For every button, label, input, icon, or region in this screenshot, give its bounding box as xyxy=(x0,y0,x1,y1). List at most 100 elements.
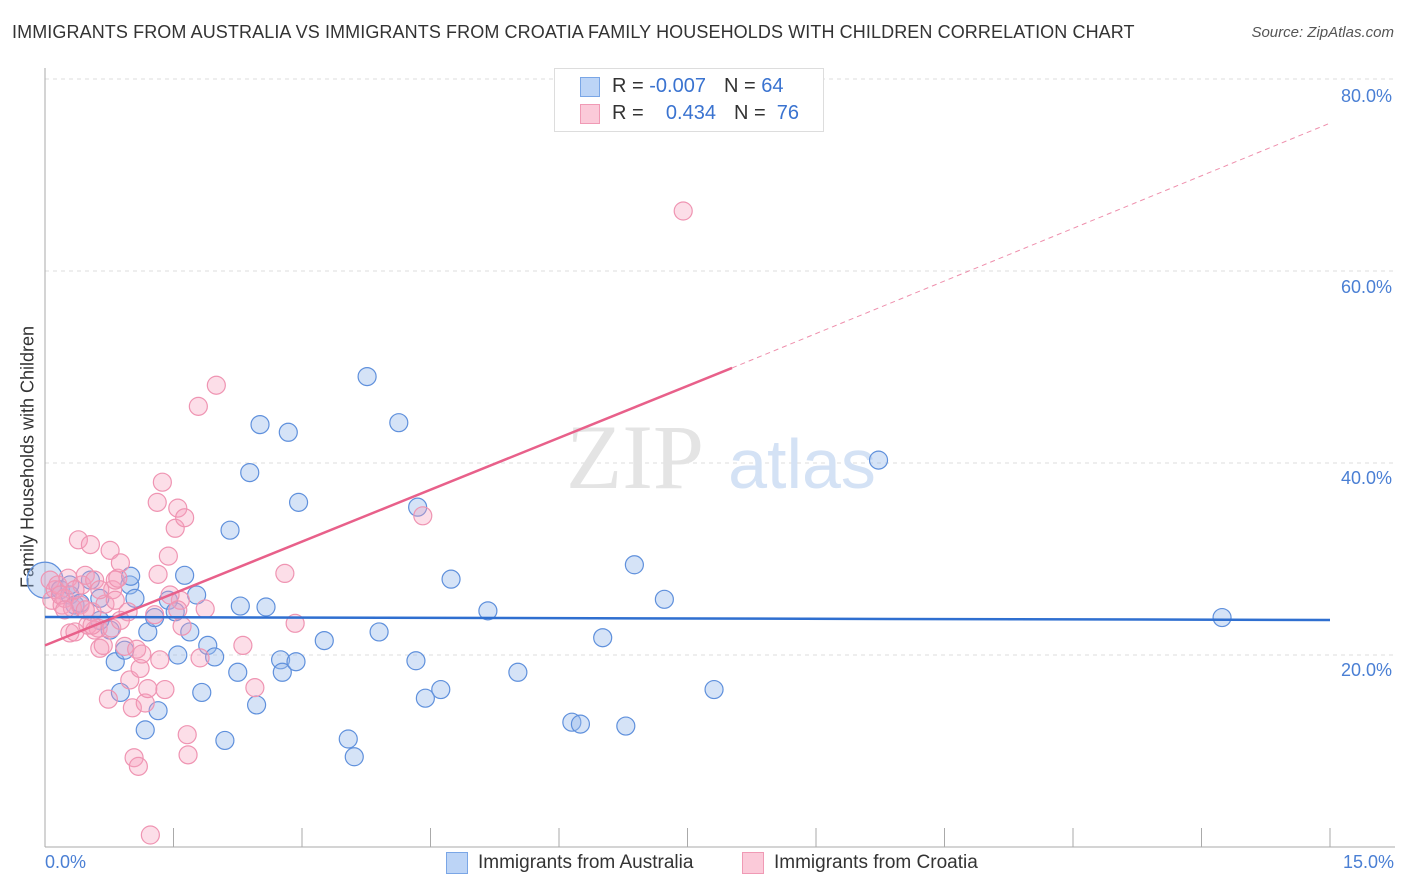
point-australia xyxy=(286,652,306,672)
point-australia xyxy=(868,450,889,470)
n-value: 64 xyxy=(761,75,784,97)
point-australia xyxy=(228,662,248,682)
bottom-legend-australia: Immigrants from Australia xyxy=(446,852,693,874)
point-australia xyxy=(357,367,377,387)
point-australia xyxy=(230,596,250,616)
point-australia xyxy=(192,682,212,703)
source-label: Source: ZipAtlas.com xyxy=(1251,24,1394,41)
point-croatia xyxy=(105,590,125,610)
point-croatia xyxy=(148,564,168,584)
x-tick-min: 0.0% xyxy=(45,852,87,872)
point-croatia xyxy=(195,599,215,619)
point-croatia xyxy=(233,635,253,656)
chart-title: IMMIGRANTS FROM AUSTRALIA VS IMMIGRANTS … xyxy=(12,22,1135,42)
point-croatia xyxy=(206,375,226,395)
point-croatia xyxy=(80,534,101,555)
point-australia xyxy=(256,597,276,617)
legend-row-croatia: R = 0.434 N = 76 xyxy=(580,102,799,125)
point-australia xyxy=(288,492,309,512)
point-croatia xyxy=(98,689,118,709)
point-croatia xyxy=(138,678,158,699)
point-australia xyxy=(389,413,409,433)
point-australia xyxy=(250,415,270,435)
legend-row-australia: R = -0.007 N = 64 xyxy=(580,75,783,98)
point-croatia xyxy=(152,472,172,492)
point-croatia xyxy=(128,756,148,776)
r-value: -0.007 xyxy=(649,75,706,97)
y-tick-40: 40.0% xyxy=(1340,468,1392,488)
legend-box: R = -0.007 N = 64 R = 0.434 N = 76 xyxy=(554,68,824,132)
r-label: R = xyxy=(612,75,644,97)
point-croatia xyxy=(177,725,197,745)
point-croatia xyxy=(55,600,75,620)
point-croatia xyxy=(65,580,85,600)
point-australia xyxy=(478,601,498,621)
legend-swatch-pink xyxy=(580,103,600,124)
point-croatia xyxy=(145,605,165,625)
point-australia xyxy=(415,688,435,708)
legend-label: Immigrants from Croatia xyxy=(774,852,978,873)
point-australia xyxy=(369,622,389,642)
bottom-legend-croatia: Immigrants from Croatia xyxy=(742,852,978,874)
point-australia xyxy=(135,720,155,740)
point-australia xyxy=(704,679,724,700)
point-croatia xyxy=(673,201,693,221)
point-australia xyxy=(441,569,461,589)
point-croatia xyxy=(130,658,150,679)
legend-swatch-pink xyxy=(742,852,764,874)
r-value: 0.434 xyxy=(665,102,716,124)
point-australia xyxy=(593,628,613,648)
point-australia xyxy=(616,716,636,736)
trend-line-australia xyxy=(44,615,1331,622)
point-australia xyxy=(278,422,298,442)
legend-swatch-blue xyxy=(446,852,468,874)
point-croatia xyxy=(93,635,113,656)
point-australia xyxy=(175,565,195,585)
point-croatia xyxy=(115,636,135,656)
point-australia xyxy=(338,729,358,749)
point-australia xyxy=(314,630,334,651)
point-croatia xyxy=(124,748,144,768)
point-croatia xyxy=(413,506,433,526)
legend-swatch-blue xyxy=(580,76,600,97)
n-value: 76 xyxy=(776,102,800,124)
point-croatia xyxy=(168,600,188,620)
point-croatia xyxy=(147,492,167,512)
point-australia xyxy=(215,730,235,751)
point-croatia xyxy=(175,508,195,528)
point-croatia xyxy=(110,553,130,573)
point-croatia xyxy=(155,679,175,700)
trend-line-croatia xyxy=(44,366,733,647)
n-label: N = xyxy=(723,75,756,97)
point-croatia xyxy=(90,580,110,600)
point-australia xyxy=(624,555,644,575)
watermark-atlas: atlas xyxy=(728,425,876,503)
point-croatia xyxy=(132,644,152,664)
point-croatia xyxy=(108,568,128,588)
point-australia xyxy=(168,645,188,665)
point-croatia xyxy=(158,546,178,566)
point-croatia xyxy=(190,648,210,668)
point-croatia xyxy=(68,530,89,550)
point-croatia xyxy=(168,498,188,518)
x-tick-max: 15.0% xyxy=(1342,852,1394,872)
point-croatia xyxy=(90,638,110,658)
point-croatia xyxy=(100,540,120,560)
point-croatia xyxy=(140,825,160,845)
trend-line-croatia-extension xyxy=(731,122,1331,369)
point-australia xyxy=(508,662,528,682)
point-croatia xyxy=(150,650,170,670)
point-croatia xyxy=(75,565,95,585)
point-australia xyxy=(344,747,364,767)
point-croatia xyxy=(122,698,142,718)
n-label: N = xyxy=(733,102,766,124)
point-croatia xyxy=(178,745,198,765)
point-australia xyxy=(654,589,674,609)
point-australia xyxy=(570,714,591,734)
point-croatia xyxy=(172,616,192,636)
point-croatia xyxy=(85,570,105,590)
point-australia xyxy=(220,520,240,540)
point-australia xyxy=(246,695,267,715)
legend-label: Immigrants from Australia xyxy=(478,852,694,873)
